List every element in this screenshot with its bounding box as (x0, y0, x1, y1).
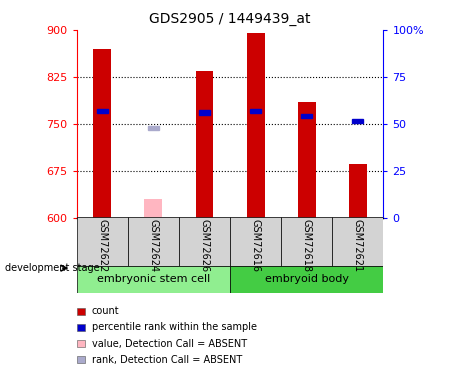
Bar (77, 356, 85, 363)
Text: GSM72616: GSM72616 (251, 219, 261, 272)
Text: GSM72618: GSM72618 (302, 219, 312, 272)
Title: GDS2905 / 1449439_at: GDS2905 / 1449439_at (149, 12, 311, 26)
Bar (128, 217, 179, 266)
Text: embryonic stem cell: embryonic stem cell (97, 274, 210, 284)
Text: GSM72622: GSM72622 (97, 219, 107, 272)
Bar (77, 217, 128, 266)
Bar (77, 266, 230, 292)
Bar (77, 340, 85, 347)
Bar (199, 110, 210, 115)
Bar (230, 217, 281, 266)
Text: embryoid body: embryoid body (265, 274, 349, 284)
Bar (93, 49, 111, 217)
Bar (195, 70, 213, 217)
Bar (77, 324, 85, 331)
Bar (77, 308, 85, 315)
Bar (230, 266, 383, 292)
Bar (179, 217, 230, 266)
Text: development stage: development stage (5, 263, 99, 273)
Text: GSM72626: GSM72626 (199, 219, 209, 272)
Text: GSM72621: GSM72621 (353, 219, 363, 272)
Text: value, Detection Call = ABSENT: value, Detection Call = ABSENT (92, 339, 247, 348)
Bar (352, 119, 364, 123)
Text: rank, Detection Call = ABSENT: rank, Detection Call = ABSENT (92, 355, 242, 364)
Bar (148, 126, 159, 130)
Bar (298, 102, 316, 218)
Bar (281, 217, 332, 266)
Text: percentile rank within the sample: percentile rank within the sample (92, 322, 257, 332)
Bar (247, 33, 264, 218)
Text: GSM72624: GSM72624 (148, 219, 158, 272)
Bar (97, 109, 108, 113)
Bar (332, 217, 383, 266)
Bar (250, 109, 261, 113)
Bar (349, 164, 367, 218)
Text: count: count (92, 306, 119, 316)
Bar (301, 114, 312, 118)
Bar (144, 199, 162, 217)
